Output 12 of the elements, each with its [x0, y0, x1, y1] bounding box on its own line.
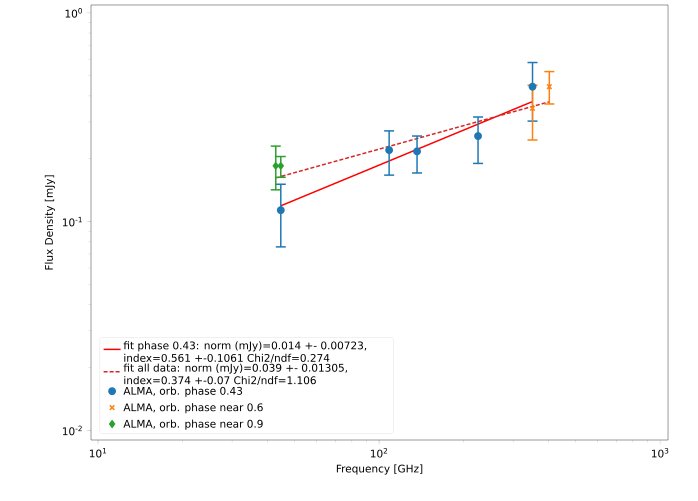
x-tick-label: 10$^{3}$ — [652, 448, 668, 458]
legend-label: ALMA, orb. phase 0.43 — [123, 386, 242, 397]
legend-label: ALMA, orb. phase near 0.9 — [123, 420, 263, 430]
legend-label: ALMA, orb. phase near 0.6 — [123, 403, 263, 414]
y-axis-title: Flux Density [mJy] — [44, 175, 55, 270]
x-axis-title: Frequency [GHz] — [336, 464, 422, 475]
legend-label: fit all data: norm (mJy)=0.039 +- 0.01305, index=0.374 +-0.07 Chi2/ndf=1.106 — [124, 364, 348, 386]
y-tick-label: 10$^{0}$ — [66, 8, 82, 18]
x-tick-label: 10$^{2}$ — [370, 448, 388, 458]
y-tick-label: 10$^{-2}$ — [62, 426, 82, 436]
y-tick-label: 10$^{-1}$ — [62, 216, 82, 226]
x-tick-label: 10$^{1}$ — [90, 448, 106, 458]
